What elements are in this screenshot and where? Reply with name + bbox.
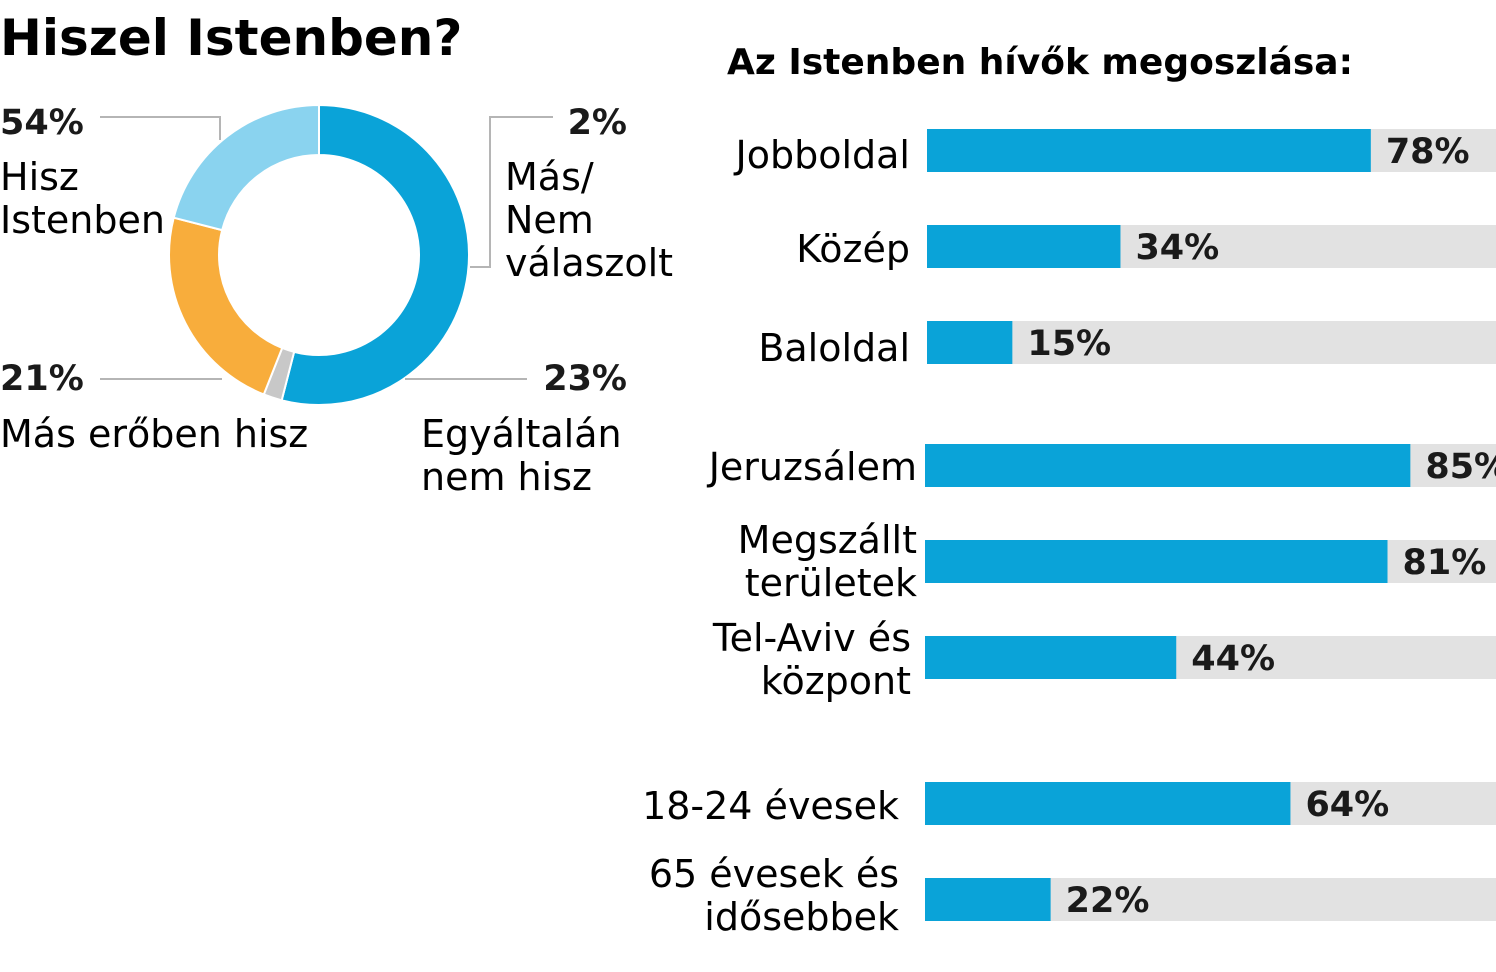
bar-label-kozep-line: Közép <box>796 227 910 271</box>
slice-value-mas-eroben-hisz: 21% <box>0 359 84 399</box>
slice-label-hisz-istenben-line: Istenben <box>0 198 165 242</box>
bar-label-65-evesek-es-idosebbek: 65 évesek és idősebbek <box>649 852 899 939</box>
bar-label-65-evesek-es-idosebbek-line: idősebbek <box>704 895 899 939</box>
bar-kozep <box>927 225 1121 268</box>
slice-value-egyaltalan-nem-hisz: 23% <box>543 359 627 399</box>
slice-label-hisz-istenben: Hisz Istenben <box>0 155 165 242</box>
bar-label-baloldal-line: Baloldal <box>758 326 910 370</box>
bar-tel-aviv-es-kozpont <box>925 636 1177 679</box>
bar-label-jeruzsalem-line: Jeruzsálem <box>707 445 917 489</box>
bar-label-tel-aviv-es-kozpont-line: Tel-Aviv és <box>712 616 911 660</box>
bar-value-18-24-evesek: 64% <box>1305 785 1389 825</box>
bar-label-megszallt-teruletek-line: területek <box>745 561 917 605</box>
bar-value-65-evesek-es-idosebbek: 22% <box>1066 881 1150 921</box>
bar-value-jeruzsalem: 85% <box>1425 447 1496 487</box>
donut-slice-mas-eroben-hisz <box>172 103 320 232</box>
donut-chart: 54% Hisz Istenben 2% Más/Nem válaszolt 23% Egyá… <box>0 103 673 499</box>
bar-label-megszallt-teruletek: Megszállt területek <box>738 518 917 605</box>
bar-label-jobboldal-line: Jobboldal <box>734 133 910 177</box>
bar-chart-title: Az Istenben hívők megoszlása: <box>727 42 1353 83</box>
bar-label-megszallt-teruletek-line: Megszállt <box>738 518 917 562</box>
bar-label-kozep: Közép <box>796 227 910 271</box>
bar-value-megszallt-teruletek: 81% <box>1403 543 1487 583</box>
bar-track-baloldal <box>927 321 1496 364</box>
bar-18-24-evesek <box>925 782 1291 825</box>
bar-label-tel-aviv-es-kozpont: Tel-Aviv és központ <box>712 616 911 703</box>
slice-label-egyaltalan-nem-hisz-line: Egyáltalán <box>421 412 622 456</box>
leader-line-mas-nem-valaszolt <box>470 116 553 268</box>
slice-label-mas-nem-valaszolt-line: válaszolt <box>505 241 673 285</box>
slice-label-mas-nem-valaszolt-line: Nem <box>505 198 594 242</box>
donut-slice-hisz-istenben <box>280 103 470 406</box>
leader-line-hisz-istenben <box>100 116 221 140</box>
bar-label-18-24-evesek: 18-24 évesek <box>642 784 899 828</box>
bar-jobboldal <box>927 129 1371 172</box>
slice-label-mas-nem-valaszolt-line: Más/ <box>505 155 594 199</box>
bar-label-18-24-evesek-line: 18-24 évesek <box>642 784 899 828</box>
slice-label-egyaltalan-nem-hisz: Egyáltalán nem hisz <box>421 412 622 499</box>
bar-chart: 78% Jobboldal 34% Közép 15% Baloldal 85% Jeruzs… <box>642 129 1496 939</box>
bar-value-tel-aviv-es-kozpont: 44% <box>1191 639 1275 679</box>
slice-label-hisz-istenben-line: Hisz <box>0 155 79 199</box>
slice-label-mas-eroben-hisz-line: Más erőben hisz <box>0 412 308 456</box>
bar-label-tel-aviv-es-kozpont-line: központ <box>761 659 911 703</box>
bar-value-jobboldal: 78% <box>1386 132 1470 172</box>
donut-chart-title: Hiszel Istenben? <box>0 9 462 67</box>
slice-label-egyaltalan-nem-hisz-line: nem hisz <box>421 455 592 499</box>
slice-value-mas-nem-valaszolt: 2% <box>568 103 627 143</box>
bar-label-jeruzsalem: Jeruzsálem <box>707 445 917 489</box>
bar-label-baloldal: Baloldal <box>758 326 910 370</box>
bar-value-kozep: 34% <box>1135 228 1219 268</box>
bar-megszallt-teruletek <box>925 540 1388 583</box>
bar-value-baloldal: 15% <box>1027 324 1111 364</box>
bar-label-65-evesek-es-idosebbek-line: 65 évesek és <box>649 852 899 896</box>
bar-baloldal <box>927 321 1013 364</box>
slice-value-hisz-istenben: 54% <box>0 103 84 143</box>
bar-65-evesek-es-idosebbek <box>925 878 1051 921</box>
bar-label-jobboldal: Jobboldal <box>734 133 910 177</box>
slice-label-mas-nem-valaszolt: Más/Nem válaszolt <box>505 155 673 285</box>
bar-jeruzsalem <box>925 444 1411 487</box>
donut-slice-egyaltalan-nem-hisz <box>168 216 284 396</box>
slice-label-mas-eroben-hisz: Más erőben hisz <box>0 412 308 456</box>
